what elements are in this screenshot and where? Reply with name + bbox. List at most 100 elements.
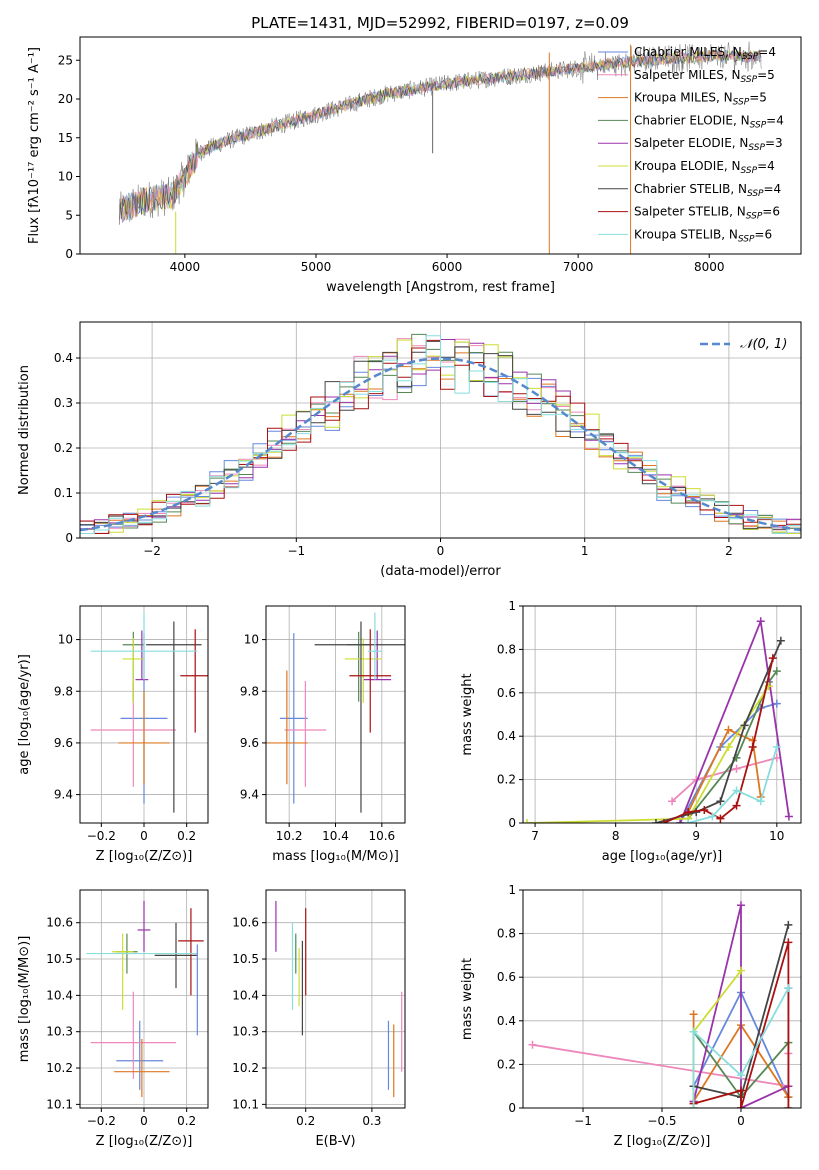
x-tick-label: 10 bbox=[769, 829, 784, 843]
plot-age-vs-mass: 10.2 10.4 10.6 9.4 9.6 9.8 10 mass [log₁₀(M/M⊙)… bbox=[240, 605, 406, 864]
y-tick-label: 10.6 bbox=[232, 916, 259, 930]
x-tick-label: 0 bbox=[437, 544, 445, 558]
x-tick-label: 7000 bbox=[563, 260, 594, 274]
weight-series-marker bbox=[716, 814, 725, 823]
weight-series-marker bbox=[684, 808, 693, 817]
x-tick-label: 6000 bbox=[432, 260, 463, 274]
plot-area bbox=[523, 617, 793, 823]
plot-area bbox=[266, 612, 405, 813]
weight-series-marker bbox=[684, 819, 693, 823]
weight-series-marker bbox=[736, 966, 745, 975]
weight-series-marker bbox=[736, 1071, 745, 1080]
weight-series-marker bbox=[736, 1104, 745, 1108]
weight-series-marker bbox=[668, 797, 677, 806]
plot-area bbox=[80, 333, 801, 538]
weight-series-marker bbox=[776, 636, 785, 645]
y-tick-label: 9.4 bbox=[54, 788, 73, 802]
x-axis-label: Z [log₁₀(Z/Z⊙)] bbox=[614, 1134, 711, 1149]
x-tick-label: 4000 bbox=[170, 260, 201, 274]
y-tick-label: 15 bbox=[58, 131, 73, 145]
spectrum-model-line bbox=[119, 50, 762, 222]
x-tick-label: 8 bbox=[612, 829, 620, 843]
y-tick-label: 1 bbox=[508, 599, 516, 613]
weight-series-marker bbox=[660, 819, 669, 823]
x-tick-label: 2 bbox=[725, 544, 733, 558]
plot-mass-vs-EBV: 0.2 0.3 10.1 10.2 10.3 10.4 10.5 10.6 E(B-V) bbox=[232, 889, 406, 1149]
weight-series-marker bbox=[651, 819, 660, 823]
x-tick-label: 0.2 bbox=[177, 829, 196, 843]
plot-area bbox=[528, 901, 793, 1108]
y-axis-label: Normed distribution bbox=[17, 365, 32, 495]
y-tick-label: 0.2 bbox=[497, 1057, 516, 1071]
y-tick-label: 0 bbox=[65, 531, 73, 545]
y-tick-label: 10.6 bbox=[46, 916, 73, 930]
y-tick-label: 9.6 bbox=[240, 736, 259, 750]
y-tick-label: 10 bbox=[58, 170, 73, 184]
weight-series-marker bbox=[716, 797, 725, 806]
weight-series-line bbox=[692, 987, 790, 1108]
x-tick-label: 0 bbox=[737, 1114, 745, 1128]
weight-series-marker bbox=[732, 786, 741, 795]
weight-series-marker bbox=[740, 721, 749, 730]
plot-area bbox=[275, 900, 403, 1098]
x-tick-label: 5000 bbox=[301, 260, 332, 274]
figure-title: PLATE=1431, MJD=52992, FIBERID=0197, z=0… bbox=[251, 14, 629, 32]
x-axis-label: E(B-V) bbox=[315, 1134, 355, 1149]
plot-mass-vs-Z: −0.2 0 0.2 10.1 10.2 10.3 10.4 10.5 10.6 Z [log₁₀… bbox=[17, 889, 209, 1149]
y-tick-label: 0 bbox=[508, 1101, 516, 1115]
legend-label: Chabrier ELODIE, NSSP=4 bbox=[634, 113, 784, 130]
y-tick-label: 0.1 bbox=[54, 486, 73, 500]
plot-mass-weight-vs-Z: −1 −0.5 0 0 0.2 0.4 0.6 0.8 1 Z [log₁₀(Z/Z⊙)] mass… bbox=[460, 883, 802, 1149]
x-tick-label: −0.2 bbox=[87, 829, 116, 843]
y-tick-label: 10 bbox=[244, 633, 259, 647]
x-tick-label: 1 bbox=[581, 544, 589, 558]
weight-series-marker bbox=[689, 1010, 698, 1019]
x-axis-label: age [log₁₀(age/yr)] bbox=[602, 849, 723, 864]
y-tick-label: 0.4 bbox=[497, 729, 516, 743]
weight-series-marker bbox=[708, 812, 717, 821]
gaussian-legend-label: 𝒩(0, 1) bbox=[740, 337, 787, 352]
weight-series-marker bbox=[732, 801, 741, 810]
plot-mass-weight-vs-age: 7 8 9 10 0 0.2 0.4 0.6 0.8 1 age [log₁₀(age/yr)] ma… bbox=[460, 599, 802, 864]
weight-series-marker bbox=[523, 819, 532, 823]
legend-label: Salpeter MILES, NSSP=5 bbox=[634, 68, 775, 85]
y-tick-label: 0.2 bbox=[497, 773, 516, 787]
y-tick-label: 5 bbox=[65, 208, 73, 222]
y-tick-label: 10.1 bbox=[46, 1097, 73, 1111]
weight-series-marker bbox=[784, 1104, 793, 1108]
y-tick-label: 10.5 bbox=[46, 952, 73, 966]
weight-series-marker bbox=[732, 764, 741, 773]
y-tick-label: 20 bbox=[58, 92, 73, 106]
legend-label: Salpeter ELODIE, NSSP=3 bbox=[634, 136, 783, 153]
x-tick-label: 8000 bbox=[694, 260, 725, 274]
weight-series-marker bbox=[772, 743, 781, 752]
x-axis-label: wavelength [Angstrom, rest frame] bbox=[326, 280, 555, 295]
x-axis-label: Z [log₁₀(Z/Z⊙)] bbox=[96, 849, 193, 864]
y-tick-label: 9.4 bbox=[240, 788, 259, 802]
y-tick-label: 10.2 bbox=[46, 1061, 73, 1075]
x-tick-label: 0.3 bbox=[362, 1114, 381, 1128]
legend-label: Salpeter STELIB, NSSP=6 bbox=[634, 205, 780, 222]
plot-area bbox=[119, 41, 762, 254]
weight-series-marker bbox=[724, 743, 733, 752]
legend-label: Chabrier MILES, NSSP=4 bbox=[634, 45, 776, 62]
y-axis-label: mass weight bbox=[460, 673, 475, 755]
y-tick-label: 0.4 bbox=[497, 1014, 516, 1028]
spectrum-legend: Chabrier MILES, NSSP=4 Salpeter MILES, NS… bbox=[598, 45, 784, 244]
plot-age-vs-Z: −0.2 0 0.2 9.4 9.6 9.8 10 Z [log₁₀(Z/Z⊙)] age [l… bbox=[17, 605, 209, 864]
x-tick-label: 10.6 bbox=[368, 829, 395, 843]
y-tick-label: 0.4 bbox=[54, 351, 73, 365]
weight-series-line bbox=[687, 670, 778, 820]
y-tick-label: 0.6 bbox=[497, 970, 516, 984]
y-tick-label: 0 bbox=[65, 247, 73, 261]
y-tick-label: 10.3 bbox=[232, 1025, 259, 1039]
weight-series-line bbox=[526, 685, 770, 823]
plot-area bbox=[90, 612, 208, 813]
y-tick-label: 1 bbox=[508, 883, 516, 897]
y-tick-label: 10.2 bbox=[232, 1061, 259, 1075]
weight-series-line bbox=[679, 702, 778, 823]
x-tick-label: 10.2 bbox=[276, 829, 303, 843]
weight-series-marker bbox=[784, 938, 793, 947]
plot-residuals: −2 −1 0 1 2 0 0.1 0.2 0.3 0.4 (data-model)/error No… bbox=[17, 321, 802, 579]
